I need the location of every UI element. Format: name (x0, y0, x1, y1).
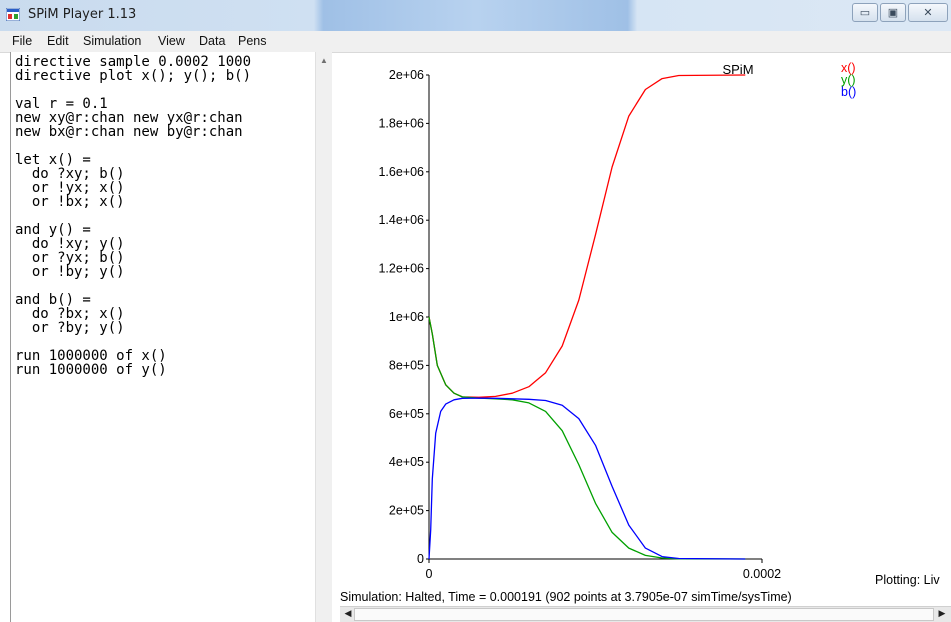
y-tick-label: 1.4e+06 (378, 213, 424, 227)
x-tick-label: 0 (426, 567, 433, 581)
code-line: val r = 0.1 (15, 96, 108, 112)
close-button[interactable]: ✕ (908, 3, 948, 22)
code-line: and b() = (15, 292, 91, 308)
menu-file[interactable]: File (12, 34, 33, 48)
code-line: or !bx; x() (15, 194, 125, 210)
editor-vertical-scrollbar[interactable]: ▲ (315, 52, 332, 622)
y-tick-label: 1.2e+06 (378, 262, 424, 276)
horizontal-scrollbar[interactable]: ◀ ▶ (340, 606, 951, 622)
chart-series (428, 74, 746, 560)
code-line: or ?yx; b() (15, 250, 125, 266)
menu-edit[interactable]: Edit (47, 34, 69, 48)
code-line: do ?bx; x() (15, 306, 125, 322)
minimize-button[interactable]: ▭ (852, 3, 878, 22)
code-line: or ?by; y() (15, 320, 125, 336)
y-tick-label: 4e+05 (389, 455, 424, 469)
menu-view[interactable]: View (158, 34, 185, 48)
code-line: new bx@r:chan new by@r:chan (15, 124, 243, 140)
scrollbar-thumb[interactable] (354, 608, 934, 621)
code-line: do ?xy; b() (15, 166, 125, 182)
series-line-y (428, 316, 746, 560)
y-tick-label: 1e+06 (389, 310, 424, 324)
legend-entry-x: x() (841, 61, 856, 75)
maximize-button[interactable]: ▣ (880, 3, 906, 22)
plot-panel: 0 2e+05 4e+05 6e+05 8e+05 1e+06 1.2e+06 1.4e+06… (333, 52, 951, 588)
code-line: let x() = (15, 152, 91, 168)
x-tick-label: 0.0002 (743, 567, 781, 581)
menu-bar: File Edit Simulation View Data Pens (0, 31, 951, 53)
code-editor[interactable]: directive sample 0.0002 1000 directive pl… (10, 52, 332, 622)
app-window-icon (6, 8, 20, 21)
series-line-x (428, 74, 746, 398)
code-line: directive sample 0.0002 1000 (15, 54, 252, 70)
code-line: directive plot x(); y(); b() (15, 68, 252, 84)
scroll-up-arrow-icon[interactable]: ▲ (320, 56, 328, 65)
status-text: Simulation: Halted, Time = 0.000191 (902… (340, 590, 792, 604)
code-line: do !xy; y() (15, 236, 125, 252)
menu-simulation[interactable]: Simulation (83, 34, 142, 48)
menu-pens[interactable]: Pens (238, 34, 267, 48)
y-tick-label: 1.8e+06 (378, 116, 424, 130)
chart-legend: SPiM x()y()b() (722, 61, 856, 99)
legend-entry-b: b() (841, 85, 856, 99)
y-tick-label: 2e+06 (389, 68, 424, 82)
y-tick-label: 8e+05 (389, 358, 424, 372)
y-tick-label: 0 (417, 552, 424, 566)
legend-entry-y: y() (841, 73, 856, 87)
code-line: new xy@r:chan new yx@r:chan (15, 110, 243, 126)
title-bar: SPiM Player 1.13 ▭ ▣ ✕ (0, 0, 951, 32)
code-line: and y() = (15, 222, 91, 238)
code-line: or !by; y() (15, 264, 125, 280)
y-tick-label: 6e+05 (389, 407, 424, 421)
code-line: run 1000000 of x() (15, 348, 167, 364)
menu-data[interactable]: Data (199, 34, 226, 48)
y-tick-label: 2e+05 (389, 504, 424, 518)
code-line: run 1000000 of y() (15, 362, 167, 378)
series-line-b (428, 397, 746, 560)
scroll-right-arrow-icon[interactable]: ▶ (938, 608, 946, 618)
simulation-chart: 0 2e+05 4e+05 6e+05 8e+05 1e+06 1.2e+06 1.4e+06… (378, 61, 856, 581)
code-line: or !yx; x() (15, 180, 125, 196)
plotting-mode-label: Plotting: Liv (875, 573, 940, 587)
chart-axes: 0 2e+05 4e+05 6e+05 8e+05 1e+06 1.2e+06 1.4e+06… (378, 68, 781, 581)
window-title: SPiM Player 1.13 (28, 7, 137, 22)
y-tick-label: 1.6e+06 (378, 165, 424, 179)
chart-title: SPiM (722, 62, 753, 77)
scroll-left-arrow-icon[interactable]: ◀ (344, 608, 352, 618)
